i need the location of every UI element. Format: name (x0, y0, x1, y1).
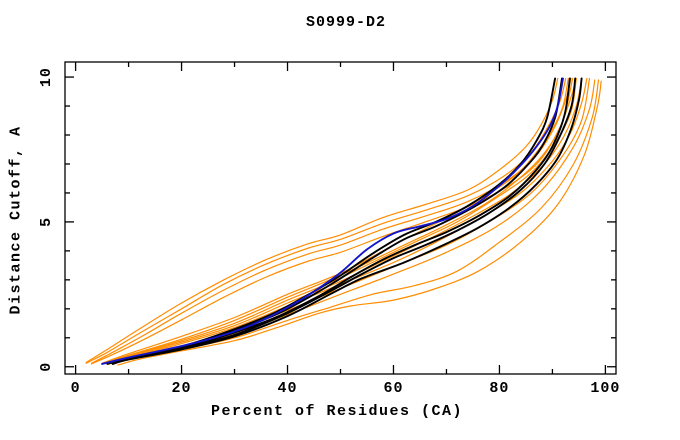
series-line-orange-6 (106, 77, 591, 365)
x-tick-label: 80 (489, 380, 509, 397)
series-line-orange-7 (112, 79, 596, 365)
series-line-orange-8 (112, 79, 600, 365)
y-tick-label: 5 (38, 217, 55, 227)
series-line-black-2 (106, 77, 563, 365)
y-axis-label: Distance Cutoff, A (7, 125, 25, 315)
series-line-orange-4 (106, 77, 583, 365)
series-line-black-3 (106, 77, 571, 365)
series-line-orange-9 (117, 80, 602, 366)
x-tick-label: 20 (172, 380, 192, 397)
x-axis-label: Percent of Residues (CA) (210, 403, 464, 420)
series-line-orange-2 (101, 77, 574, 364)
series-line-black-5 (111, 77, 583, 365)
x-tick-label: 40 (278, 380, 298, 397)
x-tick-label: 60 (383, 380, 403, 397)
series-line-orange-1 (101, 77, 569, 364)
y-tick-label: 10 (38, 67, 55, 87)
plot-frame (64, 61, 617, 375)
series-line-blue-1 (101, 77, 564, 365)
series-line-orange-fast-4 (90, 77, 577, 365)
chart-title: S0999-D2 (305, 14, 387, 31)
series-line-orange-fast-1 (85, 77, 559, 363)
series-line-orange-fast-2 (85, 77, 567, 364)
y-tick-label: 0 (38, 362, 55, 372)
series-line-black-1 (106, 77, 557, 365)
x-tick-label: 100 (590, 380, 620, 397)
x-tick-label: 0 (71, 380, 81, 397)
series-line-orange-fast-3 (90, 77, 572, 364)
